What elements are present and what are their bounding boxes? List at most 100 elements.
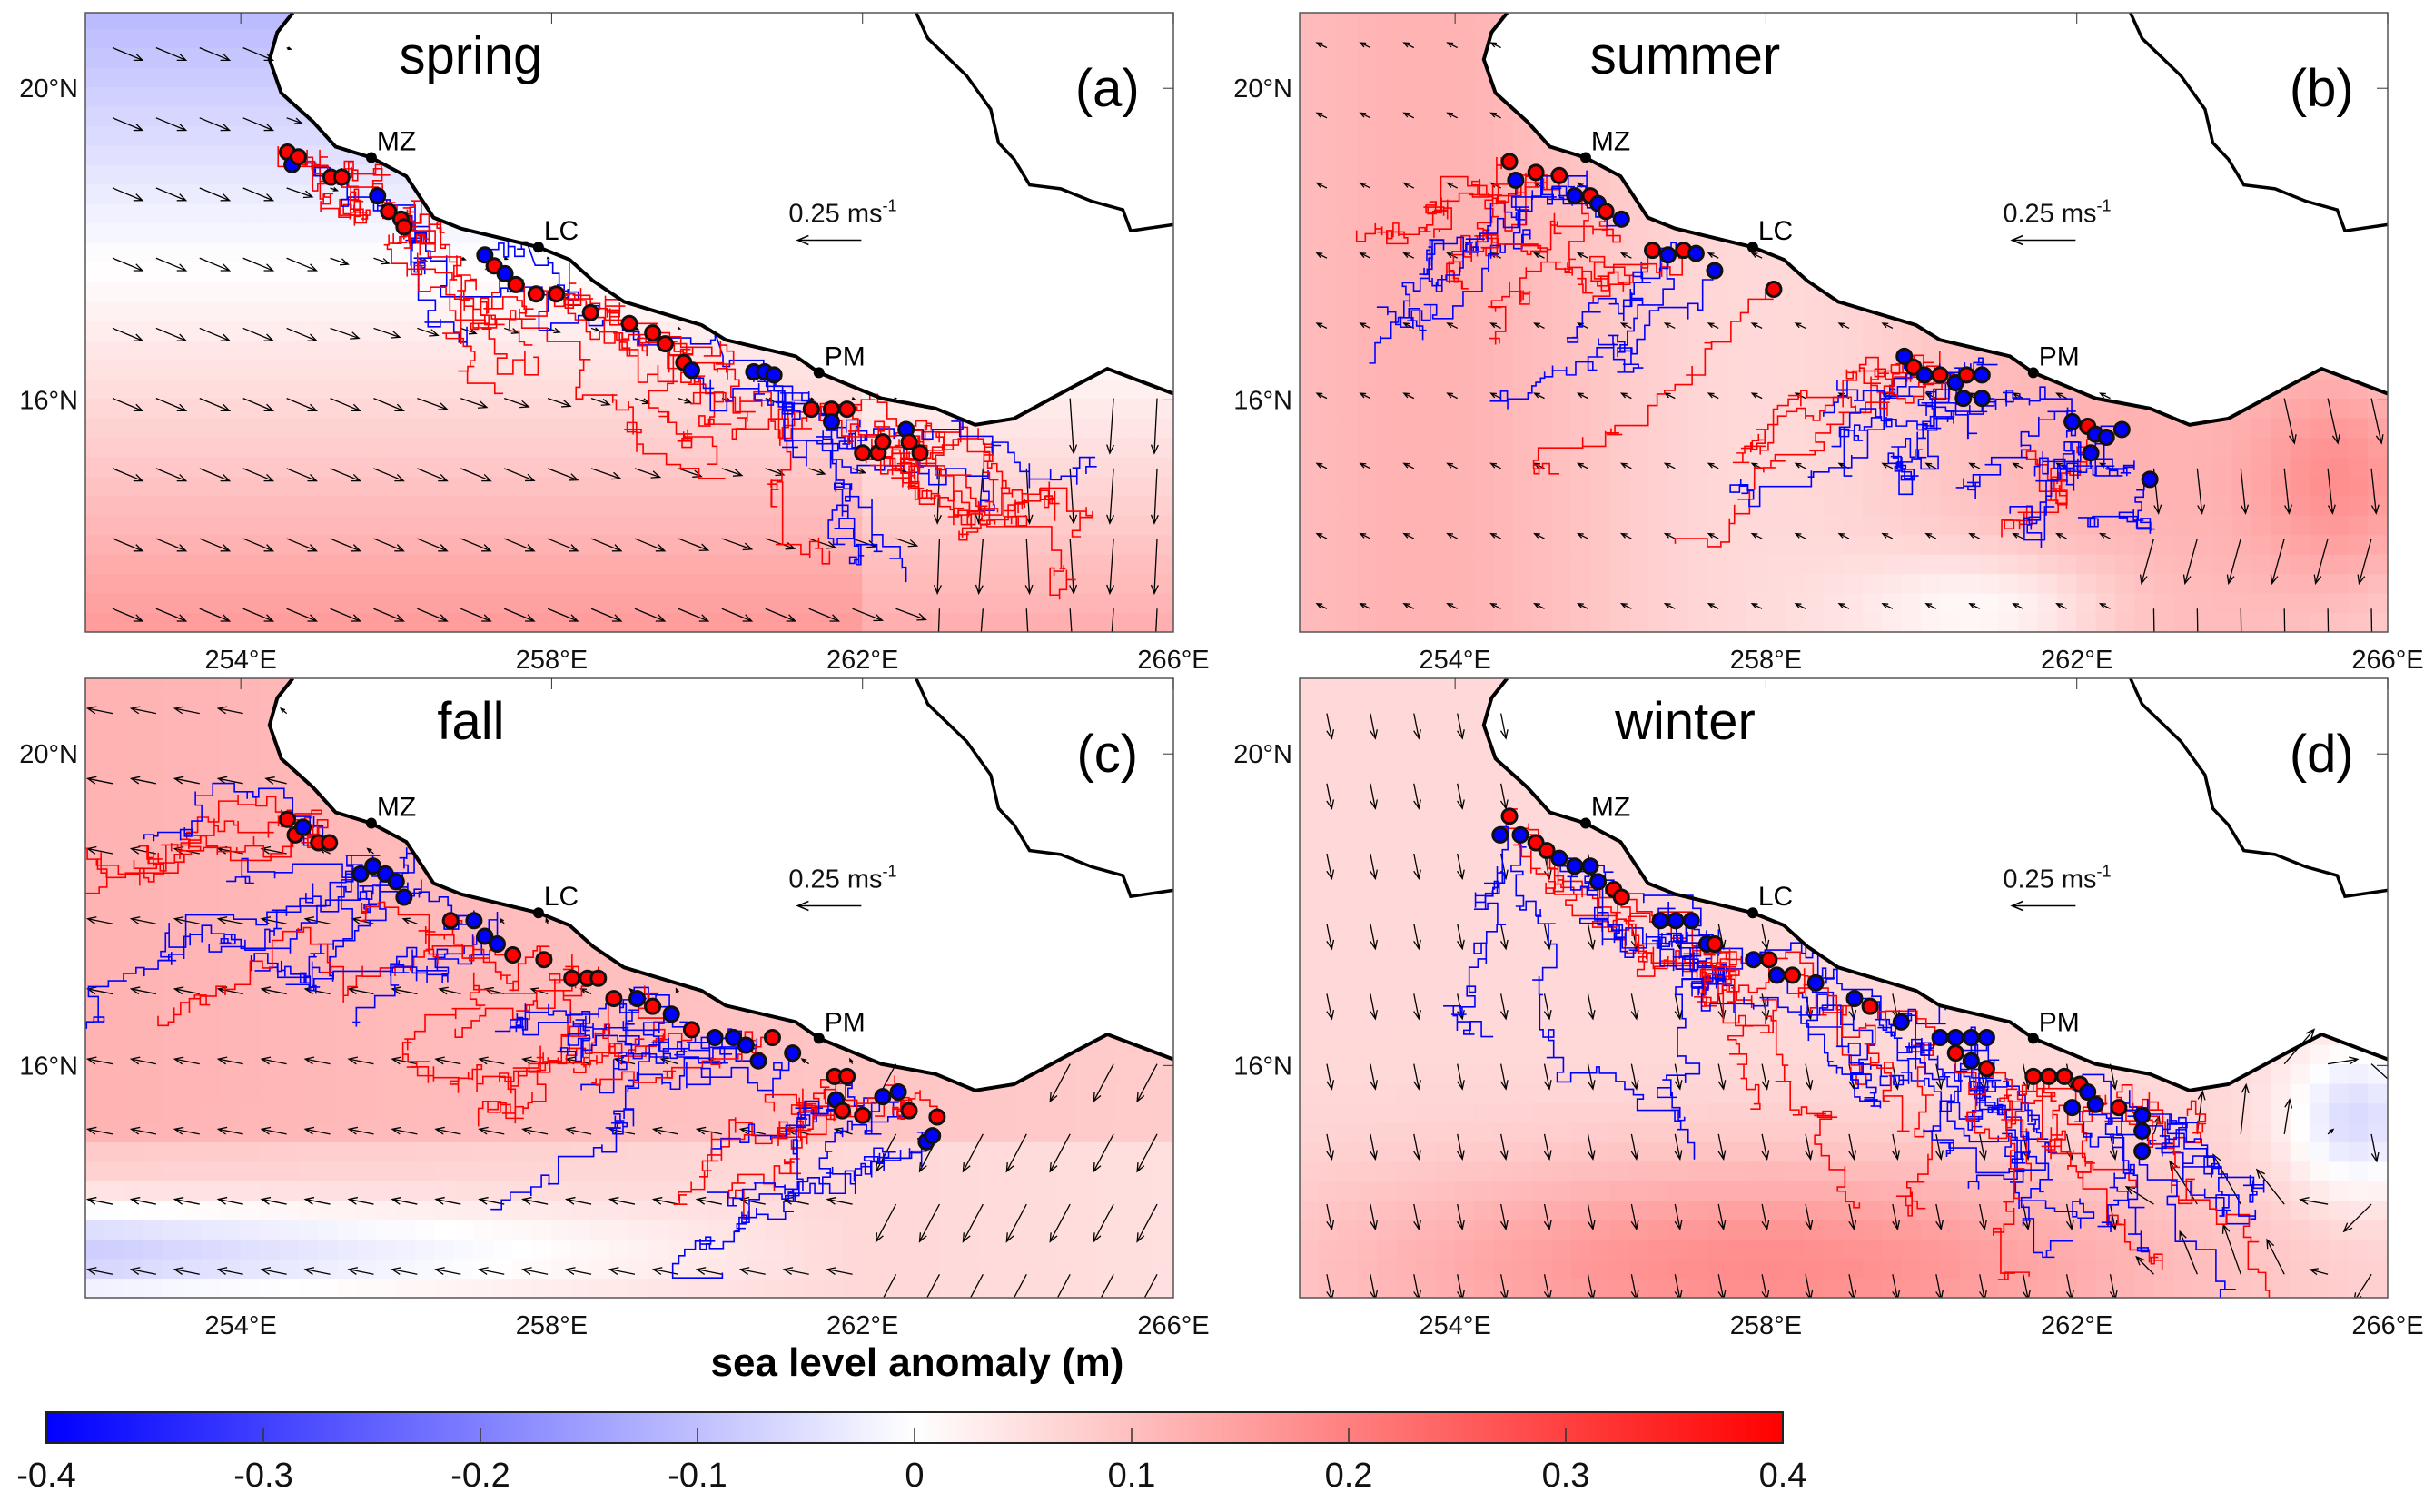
sla-cell	[1493, 378, 1514, 400]
sla-cell	[2173, 514, 2194, 536]
sla-cell	[997, 553, 1019, 575]
sla-cell	[240, 1004, 262, 1026]
velocity-arrow	[199, 468, 232, 482]
sla-cell	[570, 1102, 591, 1123]
sla-cell	[589, 456, 611, 477]
velocity-arrow	[1533, 392, 1545, 400]
sla-cell	[143, 868, 164, 890]
velocity-arrow	[1881, 322, 1894, 330]
sla-cell	[997, 612, 1019, 632]
sla-cell	[2368, 534, 2388, 555]
sla-cell	[415, 553, 436, 575]
sla-cell	[609, 1082, 630, 1104]
velocity-arrow	[1111, 608, 1114, 632]
sla-cell	[279, 495, 300, 516]
sla-cell	[1590, 398, 1611, 419]
sla-cell	[1114, 573, 1135, 594]
velocity-arrow	[503, 468, 536, 482]
sla-cell	[1804, 320, 1826, 341]
sla-cell	[182, 456, 203, 477]
drifter-track	[1831, 389, 1964, 448]
sla-cell	[1415, 27, 1437, 49]
sla-cell	[2211, 534, 2233, 555]
sla-cell	[1707, 553, 1728, 575]
sla-cell	[1512, 144, 1534, 165]
sla-cell	[1454, 495, 1476, 516]
sla-cell	[2095, 573, 2116, 594]
sla-cell	[318, 907, 339, 929]
sla-cell	[1133, 514, 1155, 536]
sla-cell	[1571, 281, 1592, 301]
sla-cell	[357, 1161, 378, 1181]
sla-cell	[609, 592, 630, 614]
sla-cell	[2329, 553, 2350, 575]
velocity-arrow	[1446, 532, 1459, 539]
sla-cell	[1435, 66, 1456, 87]
drifter-track	[1488, 194, 1595, 345]
sla-cell	[240, 437, 262, 458]
sla-cell	[298, 339, 320, 361]
sla-cell	[337, 1004, 358, 1026]
sla-cell	[201, 300, 223, 321]
velocity-arrow	[1707, 603, 1719, 609]
sla-cell	[1036, 612, 1058, 632]
sla-cell	[260, 1141, 281, 1162]
sla-cell	[104, 713, 125, 734]
sla-cell	[1648, 456, 1669, 477]
sla-cell	[920, 534, 941, 555]
sla-cell	[124, 946, 144, 967]
sla-cell	[376, 1180, 397, 1201]
sla-cell	[240, 693, 262, 715]
sla-cell	[1648, 553, 1669, 575]
sla-cell	[395, 1278, 417, 1298]
sla-cell	[1843, 612, 1864, 632]
sla-cell	[1843, 475, 1864, 497]
sla-cell	[473, 553, 494, 575]
release-point	[1500, 153, 1519, 171]
sla-cell	[628, 1278, 649, 1298]
sla-cell	[124, 1161, 144, 1181]
sla-cell	[2290, 534, 2310, 555]
sla-cell	[512, 495, 533, 516]
sla-cell	[357, 495, 378, 516]
sla-cell	[124, 1219, 144, 1240]
sla-cell	[1609, 359, 1631, 380]
sla-cell	[434, 592, 455, 614]
sla-cell	[395, 1219, 417, 1240]
velocity-arrow	[1489, 112, 1501, 119]
sla-cell	[85, 1024, 105, 1045]
sla-cell	[2153, 612, 2175, 632]
sla-cell	[2348, 592, 2370, 614]
sla-cell	[104, 1082, 125, 1104]
sla-cell	[104, 183, 125, 204]
velocity-arrow	[1577, 603, 1588, 609]
sla-cell	[1571, 573, 1592, 594]
sla-cell	[1474, 300, 1495, 321]
sla-cell	[1901, 514, 1923, 536]
sla-cell	[376, 1063, 397, 1084]
sla-cell	[85, 339, 105, 361]
sla-cell	[260, 1180, 281, 1201]
sla-cell	[240, 1063, 262, 1084]
sla-cell	[1415, 495, 1437, 516]
sla-cell	[279, 359, 300, 380]
sla-cell	[1862, 612, 1884, 632]
sla-cell	[201, 13, 223, 29]
sla-cell	[1318, 475, 1340, 497]
velocity-arrow	[1315, 252, 1328, 259]
sla-cell	[260, 378, 281, 400]
sla-cell	[453, 1278, 475, 1298]
velocity-arrow	[1106, 539, 1115, 596]
sla-cell	[376, 1239, 397, 1260]
sla-cell	[201, 1043, 223, 1065]
sla-cell	[221, 105, 242, 126]
sla-cell	[648, 495, 669, 516]
sla-cell	[609, 378, 630, 400]
sla-cell	[124, 300, 144, 321]
sla-cell	[279, 553, 300, 575]
sla-cell	[357, 1278, 378, 1298]
sla-cell	[901, 573, 922, 594]
sla-cell	[2329, 437, 2350, 458]
sla-cell	[1727, 262, 1747, 282]
sla-cell	[2192, 495, 2213, 516]
